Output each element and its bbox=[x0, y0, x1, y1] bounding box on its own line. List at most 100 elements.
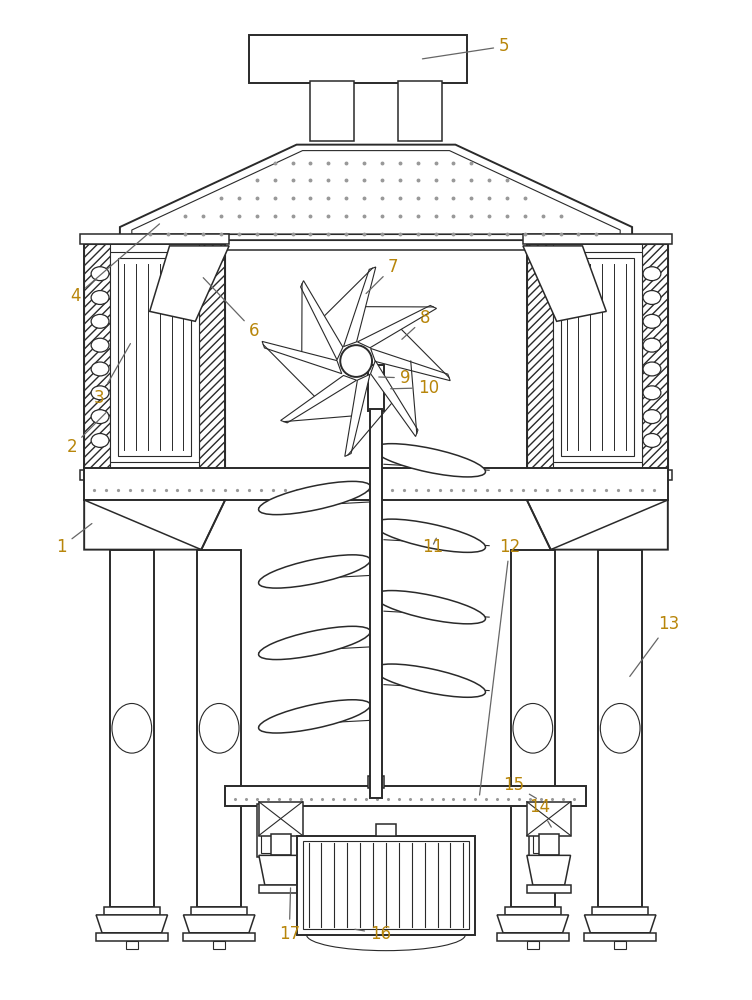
Polygon shape bbox=[371, 361, 418, 437]
Bar bbox=[529, 804, 556, 857]
Polygon shape bbox=[84, 500, 225, 550]
Bar bbox=[191, 907, 247, 915]
Polygon shape bbox=[96, 915, 168, 933]
Bar bbox=[561, 258, 634, 456]
Text: 17: 17 bbox=[279, 888, 300, 943]
Bar bbox=[296, 836, 475, 935]
Bar bbox=[505, 907, 561, 915]
Bar bbox=[593, 907, 648, 915]
Text: 1: 1 bbox=[56, 524, 92, 556]
Circle shape bbox=[340, 345, 372, 377]
Polygon shape bbox=[262, 341, 341, 374]
Bar bbox=[249, 35, 467, 83]
Polygon shape bbox=[344, 374, 370, 456]
Bar bbox=[497, 933, 569, 941]
Ellipse shape bbox=[643, 362, 661, 376]
Text: 10: 10 bbox=[391, 379, 439, 397]
Bar bbox=[311, 81, 354, 141]
Polygon shape bbox=[527, 500, 668, 550]
Bar bbox=[84, 244, 110, 470]
Bar bbox=[553, 252, 642, 462]
Bar bbox=[398, 81, 441, 141]
Bar bbox=[614, 941, 626, 949]
Polygon shape bbox=[301, 281, 343, 360]
Bar bbox=[368, 776, 384, 788]
Bar bbox=[527, 802, 571, 836]
Text: 12: 12 bbox=[480, 538, 520, 795]
Text: 5: 5 bbox=[423, 37, 510, 59]
Ellipse shape bbox=[643, 433, 661, 447]
Text: 15: 15 bbox=[503, 776, 536, 798]
Ellipse shape bbox=[643, 291, 661, 304]
Polygon shape bbox=[280, 375, 356, 423]
Ellipse shape bbox=[643, 267, 661, 281]
Bar bbox=[126, 941, 138, 949]
Polygon shape bbox=[584, 915, 656, 933]
Ellipse shape bbox=[91, 362, 109, 376]
Bar bbox=[302, 841, 469, 929]
Bar bbox=[271, 834, 290, 855]
Bar bbox=[84, 244, 225, 470]
Ellipse shape bbox=[91, 410, 109, 424]
Bar bbox=[199, 244, 225, 470]
Bar bbox=[584, 933, 656, 941]
Polygon shape bbox=[357, 305, 437, 348]
Polygon shape bbox=[371, 348, 450, 381]
Bar bbox=[368, 365, 384, 411]
Ellipse shape bbox=[374, 519, 486, 552]
Bar bbox=[523, 234, 672, 244]
Polygon shape bbox=[497, 915, 569, 933]
Polygon shape bbox=[527, 855, 571, 885]
Bar bbox=[96, 933, 168, 941]
Ellipse shape bbox=[643, 338, 661, 352]
Ellipse shape bbox=[91, 386, 109, 400]
Polygon shape bbox=[523, 246, 606, 321]
Ellipse shape bbox=[513, 703, 553, 753]
Ellipse shape bbox=[374, 664, 486, 697]
Text: 14: 14 bbox=[529, 798, 551, 827]
Bar bbox=[118, 258, 191, 456]
Bar bbox=[104, 907, 159, 915]
Text: 6: 6 bbox=[203, 278, 259, 340]
Polygon shape bbox=[120, 145, 632, 244]
Bar bbox=[527, 244, 553, 470]
Ellipse shape bbox=[600, 703, 640, 753]
Bar bbox=[259, 802, 302, 836]
Bar bbox=[84, 468, 668, 500]
Polygon shape bbox=[150, 246, 229, 321]
Polygon shape bbox=[183, 915, 255, 933]
Polygon shape bbox=[344, 267, 376, 347]
Ellipse shape bbox=[374, 444, 486, 477]
Bar bbox=[527, 244, 668, 470]
Ellipse shape bbox=[643, 410, 661, 424]
Ellipse shape bbox=[643, 386, 661, 400]
Text: 8: 8 bbox=[402, 309, 430, 339]
Bar bbox=[511, 550, 555, 907]
Bar bbox=[225, 786, 587, 806]
Polygon shape bbox=[259, 855, 302, 885]
Bar bbox=[110, 252, 199, 462]
Bar bbox=[80, 234, 229, 244]
Text: 4: 4 bbox=[70, 224, 159, 305]
Ellipse shape bbox=[91, 314, 109, 328]
Ellipse shape bbox=[259, 626, 370, 660]
Ellipse shape bbox=[643, 314, 661, 328]
Bar bbox=[533, 808, 553, 853]
Bar bbox=[538, 834, 559, 855]
Bar bbox=[214, 941, 225, 949]
Ellipse shape bbox=[91, 433, 109, 447]
Ellipse shape bbox=[259, 481, 370, 515]
Bar bbox=[128, 234, 624, 240]
Text: 13: 13 bbox=[629, 615, 679, 676]
Text: 3: 3 bbox=[94, 344, 130, 407]
Ellipse shape bbox=[259, 700, 370, 733]
Bar bbox=[261, 808, 280, 853]
Text: 9: 9 bbox=[379, 369, 411, 387]
Ellipse shape bbox=[91, 291, 109, 304]
Ellipse shape bbox=[91, 267, 109, 281]
Text: 16: 16 bbox=[355, 925, 391, 943]
Bar bbox=[523, 470, 672, 480]
Bar bbox=[376, 824, 396, 836]
Bar bbox=[197, 550, 241, 907]
Bar bbox=[259, 885, 302, 893]
